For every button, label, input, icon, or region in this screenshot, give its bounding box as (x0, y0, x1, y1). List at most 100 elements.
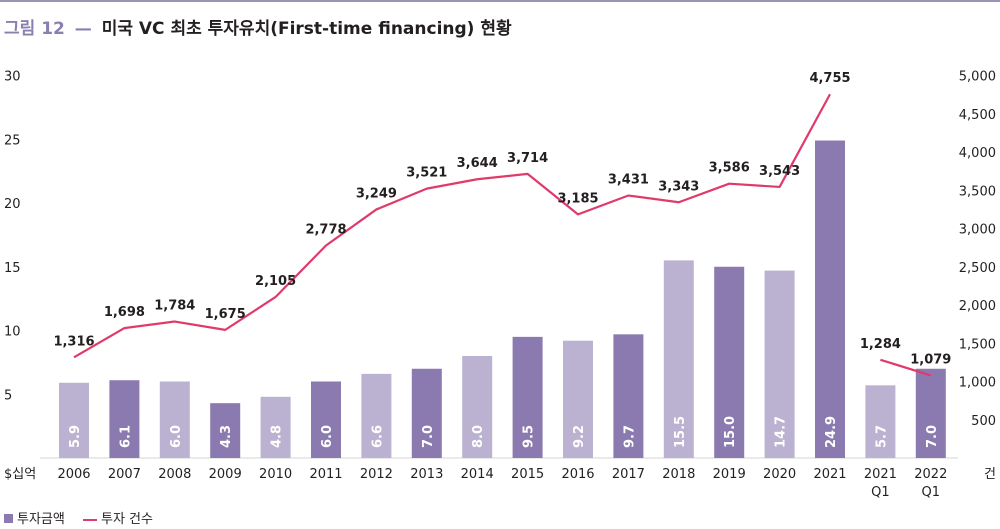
right-tick-label: 2,000 (959, 299, 996, 314)
category-label: 2020 (763, 467, 796, 482)
bar-value-label: 6.1 (118, 425, 133, 448)
right-tick-label: 5,000 (959, 70, 996, 85)
bar-value-label: 9.5 (522, 425, 537, 448)
legend: 투자금액 투자 건수 (4, 508, 167, 527)
left-tick-label: 15 (4, 261, 21, 276)
category-label: 2008 (158, 467, 191, 482)
line-value-label: 1,698 (104, 305, 145, 320)
bar-value-label: 9.7 (622, 425, 637, 448)
bar-value-label: 7.0 (925, 425, 940, 448)
bar (663, 260, 694, 458)
bar (159, 381, 190, 458)
line-value-label: 3,185 (557, 191, 598, 206)
category-label: 2022 (914, 467, 947, 482)
right-tick-label: 4,500 (959, 108, 996, 123)
left-tick-label: 20 (4, 197, 21, 212)
category-label: 2010 (259, 467, 292, 482)
bar-value-label: 4.8 (270, 425, 285, 448)
bar (512, 336, 543, 458)
bar (815, 140, 845, 458)
bar-value-label: 6.0 (320, 425, 335, 448)
category-label: 2017 (612, 467, 645, 482)
line-value-label: 4,755 (809, 71, 850, 86)
legend-line-swatch (82, 518, 97, 521)
bar (210, 403, 241, 458)
legend-item-line: 투자 건수 (82, 508, 153, 527)
category-label: 2011 (309, 467, 342, 482)
line-value-label: 1,316 (53, 334, 94, 349)
left-axis-unit: $십억 (4, 467, 36, 482)
left-tick-label: 5 (4, 388, 12, 403)
category-label: 2019 (713, 467, 746, 482)
bar (764, 270, 795, 458)
category-label: 2006 (57, 467, 90, 482)
bar-value-label: 15.0 (723, 416, 738, 448)
left-tick-label: 10 (4, 325, 21, 340)
bar-value-label: 5.7 (874, 425, 889, 448)
category-label: 2014 (461, 467, 494, 482)
figure-label: 그림 12 (4, 19, 65, 39)
left-tick-label: 25 (4, 133, 21, 148)
right-tick-label: 1,000 (959, 376, 996, 391)
line-value-label: 2,105 (255, 274, 296, 289)
legend-item-bar: 투자금액 (4, 508, 65, 527)
line-series (73, 93, 831, 359)
line-value-label: 3,521 (406, 166, 447, 181)
bar (865, 385, 896, 458)
line-value-label: 1,079 (910, 352, 951, 367)
bar-value-label: 5.9 (68, 425, 83, 448)
bar-value-label: 7.0 (421, 425, 436, 448)
bar-value-label: 24.9 (824, 416, 839, 448)
right-tick-label: 500 (971, 414, 996, 429)
bar-value-label: 15.5 (673, 416, 688, 448)
bar-value-label: 6.6 (370, 425, 385, 448)
category-label: 2016 (561, 467, 594, 482)
line-value-label: 3,249 (356, 186, 397, 201)
bar (260, 396, 291, 458)
category-label: 2021 (864, 467, 897, 482)
bar (462, 356, 493, 458)
bar (361, 373, 392, 458)
line-series (880, 358, 932, 377)
bar (59, 382, 89, 458)
top-rule (0, 0, 1000, 2)
category-label: Q1 (871, 485, 890, 500)
category-label: 2012 (360, 467, 393, 482)
bar-value-label: 14.7 (774, 416, 789, 448)
category-label: 2018 (662, 467, 695, 482)
right-tick-label: 3,000 (959, 223, 996, 238)
line-value-label: 3,543 (759, 164, 800, 179)
title-dash: — (74, 19, 92, 39)
legend-bar-label: 투자금액 (17, 512, 65, 527)
line-value-label: 3,586 (709, 161, 750, 176)
category-label: 2013 (410, 467, 443, 482)
category-label: 2021 (813, 467, 846, 482)
bar-value-label: 8.0 (471, 425, 486, 448)
right-axis-unit: 건 (984, 467, 996, 482)
bar (613, 334, 644, 458)
bar (311, 381, 341, 458)
bar-value-label: 9.2 (572, 425, 587, 448)
chart-title: 그림 12 — 미국 VC 최초 투자유치(First-time financi… (4, 14, 512, 39)
left-tick-label: 30 (4, 70, 21, 85)
line-value-label: 2,778 (305, 222, 346, 237)
title-text: 미국 VC 최초 투자유치(First-time financing) 현황 (101, 19, 512, 39)
bar (915, 368, 946, 458)
right-tick-label: 2,500 (959, 261, 996, 276)
right-tick-label: 1,500 (959, 337, 996, 352)
bar-value-label: 6.0 (169, 425, 184, 448)
line-value-label: 1,284 (860, 337, 901, 352)
category-label: 2015 (511, 467, 544, 482)
category-label: 2009 (209, 467, 242, 482)
line-value-label: 3,431 (608, 173, 649, 188)
category-label: Q1 (922, 485, 941, 500)
line-value-label: 3,644 (457, 156, 498, 171)
legend-line-label: 투자 건수 (100, 512, 153, 527)
bar (411, 368, 442, 458)
bar-value-label: 4.3 (219, 425, 234, 448)
category-label: 2007 (108, 467, 141, 482)
right-tick-label: 4,000 (959, 146, 996, 161)
legend-bar-swatch (4, 514, 13, 523)
bar (109, 380, 140, 458)
